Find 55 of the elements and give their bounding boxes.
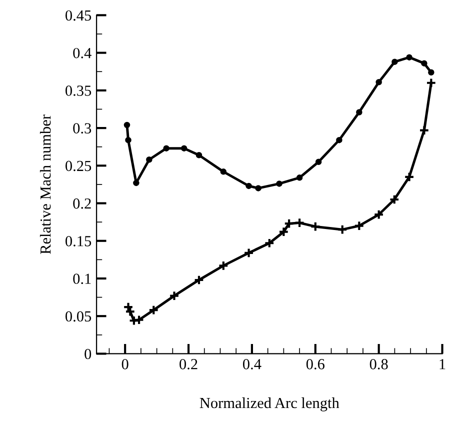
y-tick-label: 0.15 xyxy=(66,236,92,246)
point xyxy=(278,226,289,238)
point xyxy=(133,180,140,186)
point xyxy=(356,109,362,116)
y-tick-label: 0.45 xyxy=(66,10,92,21)
point xyxy=(244,248,254,258)
point xyxy=(196,152,202,158)
point xyxy=(180,145,188,152)
point xyxy=(392,58,398,65)
y-tick-label: 0.1 xyxy=(73,274,91,284)
point xyxy=(354,220,364,232)
x-tick-label: 0.8 xyxy=(370,359,388,370)
y-tick-label: 0.25 xyxy=(66,160,92,172)
point xyxy=(276,180,282,187)
x-tick-label: 0.4 xyxy=(242,359,262,370)
x-tick-label: 0.2 xyxy=(180,359,198,370)
point xyxy=(426,78,436,88)
point xyxy=(404,172,414,182)
point xyxy=(284,218,294,229)
point xyxy=(296,174,303,181)
point xyxy=(310,221,321,232)
point xyxy=(337,224,348,235)
y-tick-label: 0.05 xyxy=(66,311,92,322)
point xyxy=(194,274,204,286)
point xyxy=(374,209,384,220)
y-tick-label: 0.35 xyxy=(66,86,92,96)
x-tick-label: 0 xyxy=(122,359,128,370)
point xyxy=(146,156,152,163)
point xyxy=(125,136,132,144)
point xyxy=(389,194,400,205)
x-tick-label: 0.6 xyxy=(306,359,324,370)
point xyxy=(418,125,430,136)
point xyxy=(220,168,227,175)
point xyxy=(376,79,382,86)
point xyxy=(163,145,170,152)
y-tick-label: 0 xyxy=(84,348,92,360)
x-axis-title: Normalized Arc length xyxy=(200,397,340,412)
point xyxy=(255,185,262,192)
point xyxy=(315,158,322,166)
y-axis-title: Relative Mach number xyxy=(40,114,51,254)
point xyxy=(294,218,305,228)
point xyxy=(428,69,434,76)
x-tick-label: 1 xyxy=(440,359,446,370)
point xyxy=(264,238,275,248)
point xyxy=(169,290,180,301)
y-tick-label: 0.2 xyxy=(73,198,91,209)
point xyxy=(421,60,428,66)
point xyxy=(336,136,342,144)
y-tick-label: 0.3 xyxy=(73,123,92,134)
point xyxy=(218,260,229,271)
point xyxy=(246,182,252,190)
y-tick-label: 0.4 xyxy=(73,48,92,58)
point xyxy=(406,54,412,60)
point xyxy=(148,304,159,316)
point xyxy=(124,122,130,128)
